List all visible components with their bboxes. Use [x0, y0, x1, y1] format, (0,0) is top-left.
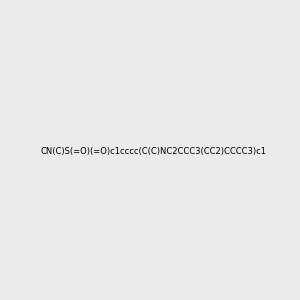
Text: CN(C)S(=O)(=O)c1cccc(C(C)NC2CCC3(CC2)CCCC3)c1: CN(C)S(=O)(=O)c1cccc(C(C)NC2CCC3(CC2)CCC…	[41, 147, 267, 156]
